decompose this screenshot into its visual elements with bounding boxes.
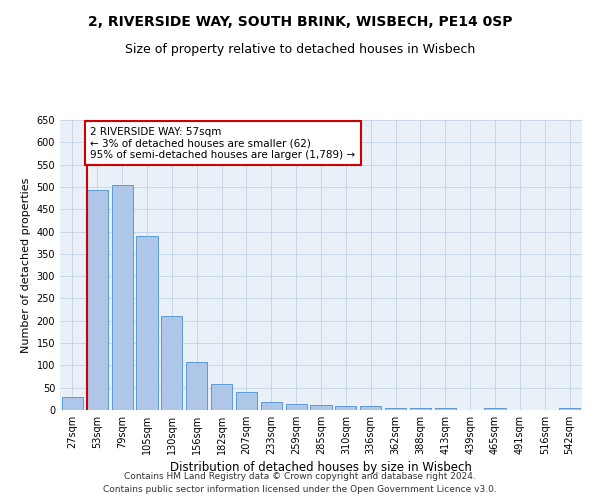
Bar [211,384,232,410]
Bar [161,316,182,410]
Bar [87,190,108,410]
Bar [62,396,83,410]
Bar [286,404,307,410]
Bar [112,184,133,410]
Bar [360,406,381,410]
Text: Contains HM Land Registry data © Crown copyright and database right 2024.: Contains HM Land Registry data © Crown c… [124,472,476,481]
Bar [136,236,158,410]
Bar [410,408,431,410]
X-axis label: Distribution of detached houses by size in Wisbech: Distribution of detached houses by size … [170,461,472,474]
Bar [435,408,456,410]
Text: Contains public sector information licensed under the Open Government Licence v3: Contains public sector information licen… [103,485,497,494]
Text: 2 RIVERSIDE WAY: 57sqm
← 3% of detached houses are smaller (62)
95% of semi-deta: 2 RIVERSIDE WAY: 57sqm ← 3% of detached … [91,126,356,160]
Text: 2, RIVERSIDE WAY, SOUTH BRINK, WISBECH, PE14 0SP: 2, RIVERSIDE WAY, SOUTH BRINK, WISBECH, … [88,15,512,29]
Bar [335,406,356,410]
Y-axis label: Number of detached properties: Number of detached properties [21,178,31,352]
Bar [236,392,257,410]
Text: Size of property relative to detached houses in Wisbech: Size of property relative to detached ho… [125,42,475,56]
Bar [484,408,506,410]
Bar [261,402,282,410]
Bar [385,408,406,410]
Bar [310,404,332,410]
Bar [186,362,207,410]
Bar [559,408,580,410]
